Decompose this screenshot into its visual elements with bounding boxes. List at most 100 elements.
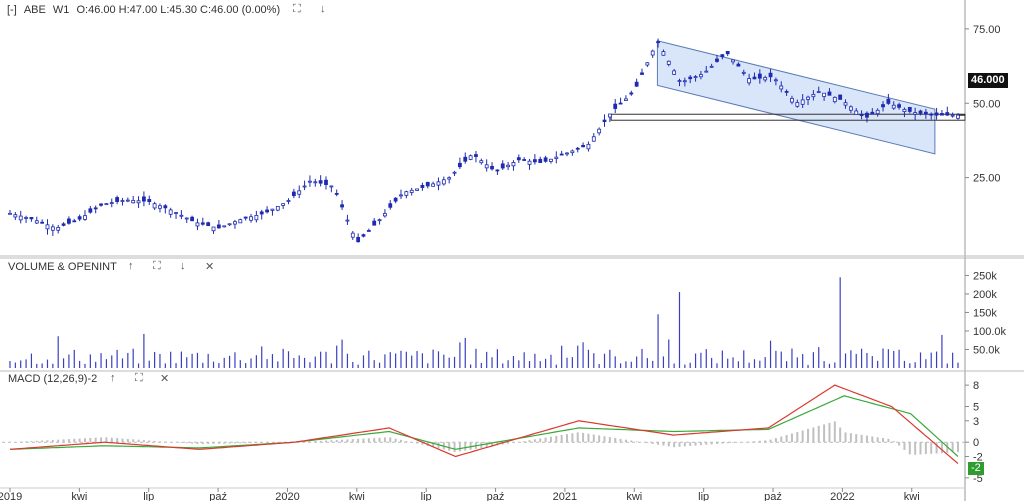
candle-body xyxy=(704,70,709,73)
time-tick-label: 2019 xyxy=(0,491,22,501)
candle-body xyxy=(233,221,237,225)
arrow-down-icon[interactable]: ↓ xyxy=(320,3,326,15)
candle-body xyxy=(88,208,93,213)
candle-body xyxy=(318,180,323,184)
candle-body xyxy=(597,128,602,134)
candle-body xyxy=(115,197,120,202)
macd-tick-label: -2 xyxy=(973,451,983,463)
candle-body xyxy=(677,80,682,82)
expand-icon[interactable]: ⛶ xyxy=(135,372,143,384)
candle-body xyxy=(640,72,644,75)
candle-body xyxy=(891,104,896,109)
collapse-toggle[interactable]: [-] xyxy=(7,4,17,16)
expand-icon[interactable]: ⛶ xyxy=(153,260,161,272)
candle-body xyxy=(570,150,575,154)
symbol-name: ABE xyxy=(23,4,46,16)
candle-body xyxy=(340,204,344,208)
candle-body xyxy=(77,216,82,220)
candle-body xyxy=(495,169,500,172)
candle-body xyxy=(923,111,928,115)
candle-body xyxy=(811,93,816,98)
candle-body xyxy=(720,54,725,58)
candle-body xyxy=(345,219,350,222)
candle-body xyxy=(93,207,98,210)
candle-body xyxy=(468,155,473,160)
candle-body xyxy=(99,203,103,206)
volume-tick-label: 150k xyxy=(973,307,997,319)
candle-body xyxy=(463,156,468,162)
candle-body xyxy=(929,113,934,116)
candle-body xyxy=(645,62,650,66)
candle-body xyxy=(361,234,366,237)
candle-body xyxy=(377,219,382,222)
candle-body xyxy=(179,214,184,217)
arrow-down-icon[interactable]: ↓ xyxy=(180,260,186,272)
time-tick-label: kwi xyxy=(71,491,87,501)
candle-body xyxy=(415,188,419,191)
candle-body xyxy=(190,216,195,222)
signal-line xyxy=(9,395,959,457)
candle-body xyxy=(784,91,789,93)
candle-body xyxy=(72,220,77,223)
candle-body xyxy=(174,212,178,214)
candle-body xyxy=(768,72,773,78)
macd-value-label: -2 xyxy=(968,462,984,475)
candle-body xyxy=(629,92,634,95)
expand-icon[interactable]: ⛶ xyxy=(293,3,301,15)
candle-body xyxy=(843,102,848,106)
candle-body xyxy=(243,216,248,219)
close-icon[interactable]: ✕ xyxy=(205,261,215,273)
candle-body xyxy=(249,216,253,221)
candle-body xyxy=(45,224,50,230)
candle-body xyxy=(618,102,623,105)
candle-body xyxy=(575,147,580,150)
candle-body xyxy=(436,181,441,186)
volume-panel-title: VOLUME & OPENINT xyxy=(8,261,117,273)
candle-body xyxy=(34,220,39,224)
trend-channel xyxy=(656,40,936,155)
candle-body xyxy=(259,211,264,215)
candle-body xyxy=(506,164,511,168)
candle-body xyxy=(420,184,425,188)
candle-body xyxy=(222,225,227,228)
candle-body xyxy=(715,58,719,62)
candle-body xyxy=(484,164,489,169)
candle-body xyxy=(447,177,452,180)
candle-body xyxy=(624,98,628,101)
macd-panel-title: MACD (12,26,9)-2 xyxy=(8,373,98,385)
candle-body xyxy=(441,179,446,185)
macd-line xyxy=(9,384,959,465)
arrow-up-icon[interactable]: ↑ xyxy=(110,372,116,384)
candle-body xyxy=(516,157,521,161)
candle-body xyxy=(902,108,907,112)
candle-body xyxy=(666,60,671,65)
macd-tick-label: 3 xyxy=(973,416,979,428)
candle-body xyxy=(109,202,114,205)
time-tick-label: lip xyxy=(421,491,432,501)
candle-body xyxy=(773,79,778,82)
arrow-up-icon[interactable]: ↑ xyxy=(128,260,134,272)
candle-body xyxy=(136,200,141,204)
candle-body xyxy=(736,63,741,67)
candle-body xyxy=(532,159,537,163)
candle-body xyxy=(131,200,136,204)
candle-body xyxy=(790,98,794,103)
close-icon[interactable]: ✕ xyxy=(160,373,170,385)
price-tick-label: 50.00 xyxy=(973,98,1001,110)
candle-body xyxy=(125,199,130,202)
candle-body xyxy=(50,226,55,231)
candle-body xyxy=(227,223,232,226)
candle-body xyxy=(934,112,939,116)
candle-body xyxy=(945,112,950,116)
candle-body xyxy=(956,114,960,119)
candle-body xyxy=(602,119,607,123)
candle-body xyxy=(206,222,211,227)
candle-body xyxy=(313,181,318,184)
candle-body xyxy=(800,99,805,105)
macd-tick-label: 0 xyxy=(973,437,979,449)
macd-tick-label: -5 xyxy=(973,473,983,485)
time-tick-label: 2021 xyxy=(553,491,577,501)
candle-body xyxy=(67,218,71,224)
candle-body xyxy=(141,196,146,202)
